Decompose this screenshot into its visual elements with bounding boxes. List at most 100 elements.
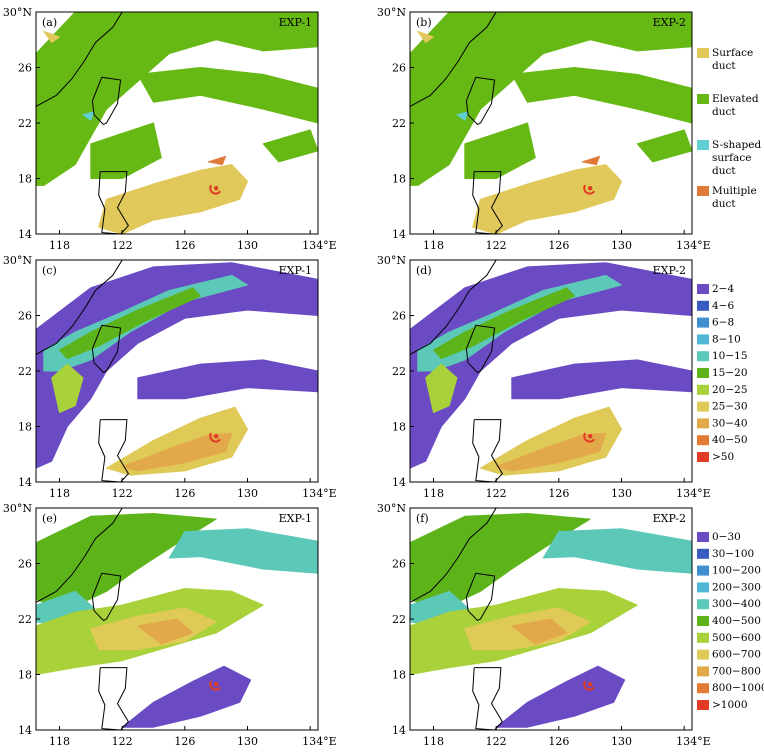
y-tick-label: 18 <box>392 669 406 682</box>
legend-swatch <box>697 140 709 150</box>
panel-letter: (a) <box>42 16 57 29</box>
x-tick-label: 122 <box>486 239 507 252</box>
panel-field <box>410 260 692 482</box>
field-region <box>51 363 84 414</box>
legend-swatch <box>697 632 709 643</box>
y-tick-label: 30°N <box>377 502 406 515</box>
field-region <box>425 363 458 414</box>
y-tick-label: 14 <box>18 476 32 489</box>
coastline <box>410 260 497 355</box>
legend-swatch <box>697 384 709 395</box>
legend-item-thickness: 30−100 <box>697 548 754 560</box>
coastline <box>472 667 504 730</box>
typhoon-center <box>587 186 593 191</box>
x-tick-label: 134°E <box>302 735 337 748</box>
coastline <box>410 508 497 603</box>
coastline <box>472 171 504 234</box>
legend-label: S-shaped <box>712 139 761 151</box>
coastline <box>91 76 122 126</box>
experiment-label: EXP-2 <box>653 16 686 29</box>
x-tick-label: 130 <box>237 487 258 500</box>
legend-swatch <box>697 418 709 429</box>
experiment-label: EXP-1 <box>279 16 312 29</box>
legend-label: 25−30 <box>712 401 748 413</box>
panel-letter: (b) <box>416 16 432 29</box>
typhoon-icon <box>583 680 595 691</box>
legend-item-thickness: 400−500 <box>697 615 761 627</box>
legend-label: 300−400 <box>712 598 761 610</box>
field-region <box>262 129 318 163</box>
x-tick-label: 130 <box>611 239 632 252</box>
coastline <box>98 667 130 730</box>
y-tick-label: 30°N <box>377 6 406 19</box>
legend-item-thickness: 0−30 <box>697 531 741 543</box>
panel-letter: (d) <box>416 264 432 277</box>
legend-swatch <box>697 666 709 677</box>
y-tick-label: 26 <box>18 62 32 75</box>
field-region <box>121 432 233 472</box>
y-tick-label: 22 <box>18 117 32 130</box>
typhoon-center <box>213 434 219 439</box>
legend-label: 100−200 <box>712 565 761 577</box>
coastline <box>465 324 496 374</box>
legend-swatch <box>697 48 709 58</box>
typhoon-center <box>587 434 593 439</box>
y-tick-label: 14 <box>392 724 406 737</box>
y-tick-label: 18 <box>18 669 32 682</box>
field-region <box>410 262 692 469</box>
coastline <box>36 12 123 107</box>
legend-swatch <box>697 351 709 362</box>
typhoon-center <box>587 682 593 687</box>
x-tick-label: 130 <box>237 239 258 252</box>
field-region <box>36 262 318 469</box>
coastline <box>472 419 504 482</box>
legend-swatch <box>697 186 709 196</box>
x-tick-label: 134°E <box>302 239 337 252</box>
typhoon-center <box>213 682 219 687</box>
y-tick-label: 14 <box>18 724 32 737</box>
panel-c: (c) EXP-1 118 122 126 130 134°E 30°N 26 22 18 14 <box>3 254 337 500</box>
legend-item-intensity: 4−6 <box>697 300 734 312</box>
y-tick-label: 22 <box>392 365 406 378</box>
coastline <box>36 260 123 355</box>
legend-item-intensity: 30−40 <box>697 417 748 429</box>
x-tick-label: 126 <box>548 487 569 500</box>
field-region <box>98 164 248 234</box>
typhoon-icon <box>583 432 595 443</box>
field-region <box>480 406 622 476</box>
x-tick-label: 126 <box>548 239 569 252</box>
legends: SurfaceductElevatedductS-shapedsurfacedu… <box>697 47 764 711</box>
legend-label: 40−50 <box>712 434 748 446</box>
coastline <box>36 508 123 603</box>
field-region <box>137 359 318 400</box>
legend-label: 600−700 <box>712 649 761 661</box>
y-tick-label: 18 <box>18 173 32 186</box>
x-tick-label: 118 <box>423 487 444 500</box>
legend-label: 4−6 <box>712 300 734 312</box>
typhoon-icon <box>209 184 221 195</box>
x-tick-label: 118 <box>423 239 444 252</box>
legend-label: duct <box>712 198 736 210</box>
legend-label: 400−500 <box>712 615 761 627</box>
y-tick-label: 26 <box>392 62 406 75</box>
y-tick-label: 22 <box>392 613 406 626</box>
y-tick-label: 14 <box>392 476 406 489</box>
panel-f: (f) EXP-2 118 122 126 130 134°E 30°N 26 22 18 14 <box>377 502 711 748</box>
y-tick-label: 22 <box>18 613 32 626</box>
legend-label: 30−100 <box>712 548 754 560</box>
panel-field <box>410 12 692 234</box>
field-region <box>464 122 536 179</box>
legend-label: duct <box>712 60 736 72</box>
y-tick-label: 30°N <box>3 6 32 19</box>
y-tick-label: 18 <box>392 173 406 186</box>
field-region <box>511 618 568 645</box>
legend-label: 15−20 <box>712 367 748 379</box>
y-tick-label: 26 <box>392 310 406 323</box>
legend-item-thickness: 500−600 <box>697 632 761 644</box>
coastline <box>98 171 130 234</box>
legend-label: Multiple <box>712 185 757 197</box>
x-tick-label: 126 <box>174 239 195 252</box>
legend-swatch <box>697 317 709 328</box>
x-tick-label: 130 <box>237 735 258 748</box>
